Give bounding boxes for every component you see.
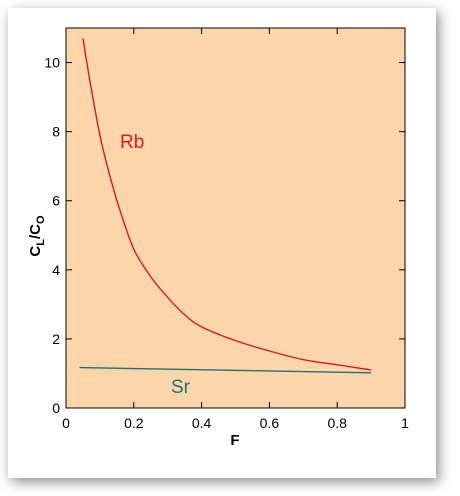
x-tick-label: 1 [401,415,409,431]
y-axis-title-sub1: L [35,239,47,246]
x-tick-label: 0.2 [124,415,144,431]
series-label-sr: Sr [171,377,191,398]
plot-area [66,28,405,408]
y-axis-title-sub2: O [35,215,47,224]
x-tick-label: 0.6 [260,415,280,431]
series-line-sr [79,366,372,374]
y-axis-title-main: C [27,246,44,257]
y-tick-label: 10 [44,55,60,71]
series-label-rb: Rb [120,132,144,153]
y-tick-label: 6 [52,193,60,209]
x-tick-label: 0.4 [192,415,212,431]
y-tick-label: 8 [52,124,60,140]
y-tick-label: 2 [52,331,60,347]
y-axis-title: CL/CO [27,215,47,257]
x-axis-title: F [230,432,239,449]
plot-frame [65,27,406,409]
y-tick-label: 4 [52,262,60,278]
y-axis-title-mid: /C [27,224,44,239]
y-tick-label: 0 [52,400,60,416]
x-tick-label: 0 [62,415,70,431]
x-tick-label: 0.8 [327,415,347,431]
series-layer [79,38,372,374]
series-line-rb [82,38,372,371]
